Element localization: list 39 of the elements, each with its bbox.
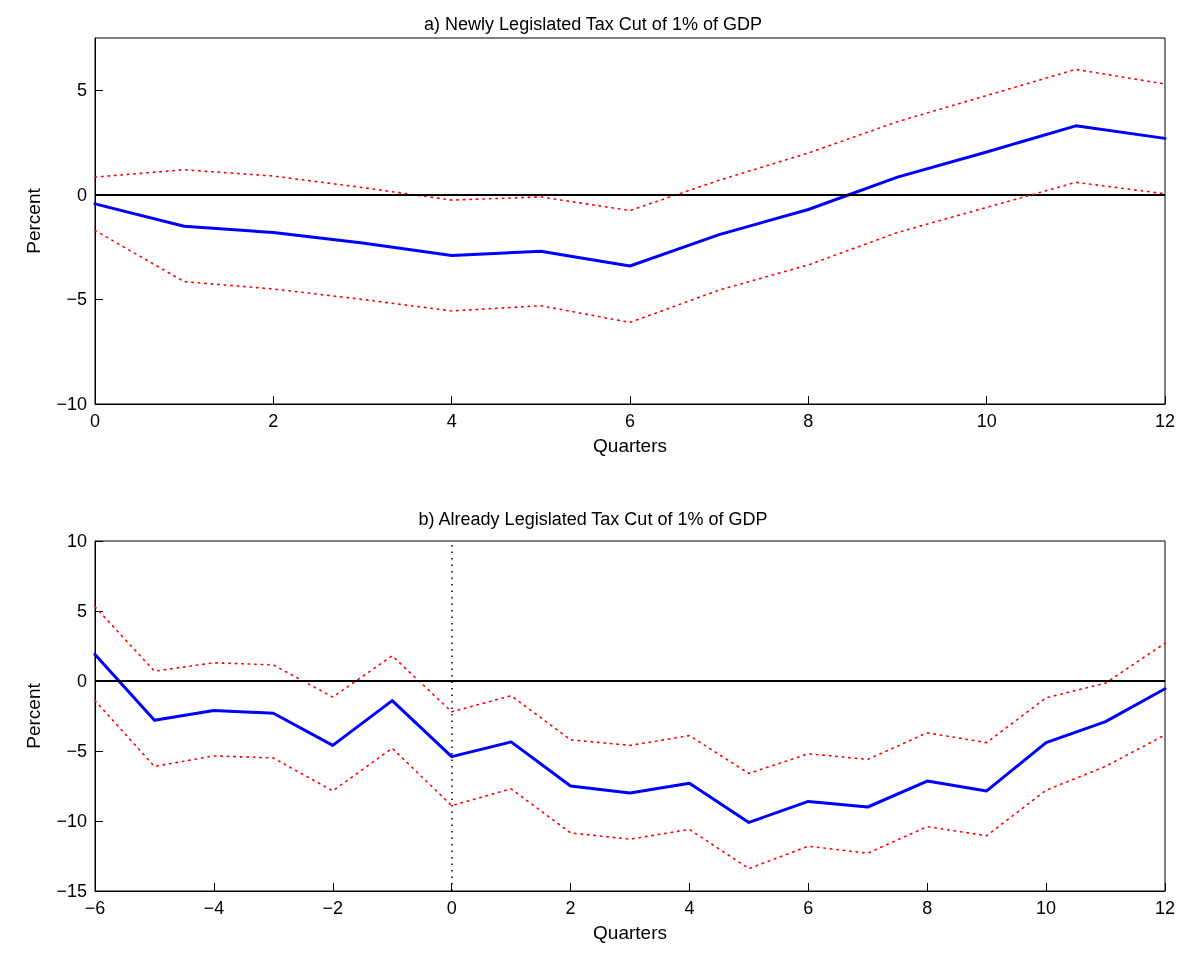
y-tick-label: 5 bbox=[76, 80, 87, 101]
x-tick-label: 0 bbox=[446, 898, 457, 918]
y-tick-label: −15 bbox=[56, 881, 87, 901]
x-axis-title: Quarters bbox=[593, 435, 667, 456]
y-axis-title: Percent bbox=[23, 187, 44, 254]
x-tick-label: −4 bbox=[203, 898, 225, 918]
x-tick-label: −2 bbox=[322, 898, 344, 918]
y-tick-label: −10 bbox=[56, 394, 87, 414]
line-series bbox=[93, 652, 1167, 824]
x-tick-label: 12 bbox=[1154, 898, 1176, 918]
x-tick-label: 8 bbox=[803, 411, 814, 431]
x-tick-label: 10 bbox=[1036, 898, 1057, 918]
x-tick-label: 2 bbox=[268, 411, 279, 431]
x-tick-label: −6 bbox=[84, 898, 106, 918]
x-tick-label: 0 bbox=[89, 411, 101, 431]
x-tick-label: 4 bbox=[684, 898, 695, 918]
y-tick-label: 0 bbox=[76, 184, 87, 205]
line-series bbox=[94, 68, 1166, 212]
x-tick-label: 2 bbox=[565, 898, 576, 918]
x-tick-label: 10 bbox=[976, 411, 997, 431]
y-axis-title: Percent bbox=[23, 682, 44, 749]
x-tick-label: 6 bbox=[624, 411, 636, 431]
y-tick-label: −5 bbox=[66, 741, 87, 761]
x-tick-label: 8 bbox=[922, 898, 933, 918]
line-series bbox=[94, 606, 1166, 775]
x-axis-title: Quarters bbox=[593, 922, 667, 943]
line-series bbox=[94, 181, 1166, 324]
line-series bbox=[93, 124, 1167, 268]
y-tick-label: 0 bbox=[76, 671, 87, 691]
y-tick-label: −10 bbox=[56, 811, 87, 831]
y-tick-label: 10 bbox=[66, 531, 87, 551]
x-tick-label: 4 bbox=[446, 411, 457, 431]
chart-title: a) Newly Legislated Tax Cut of 1% of GDP bbox=[424, 14, 762, 34]
x-tick-label: 6 bbox=[803, 898, 814, 918]
line-series bbox=[94, 699, 1166, 870]
chart-title: b) Already Legislated Tax Cut of 1% of GDP bbox=[418, 509, 768, 529]
y-tick-label: 5 bbox=[76, 601, 87, 621]
x-tick-label: 12 bbox=[1154, 411, 1176, 431]
y-tick-label: −5 bbox=[66, 289, 87, 310]
